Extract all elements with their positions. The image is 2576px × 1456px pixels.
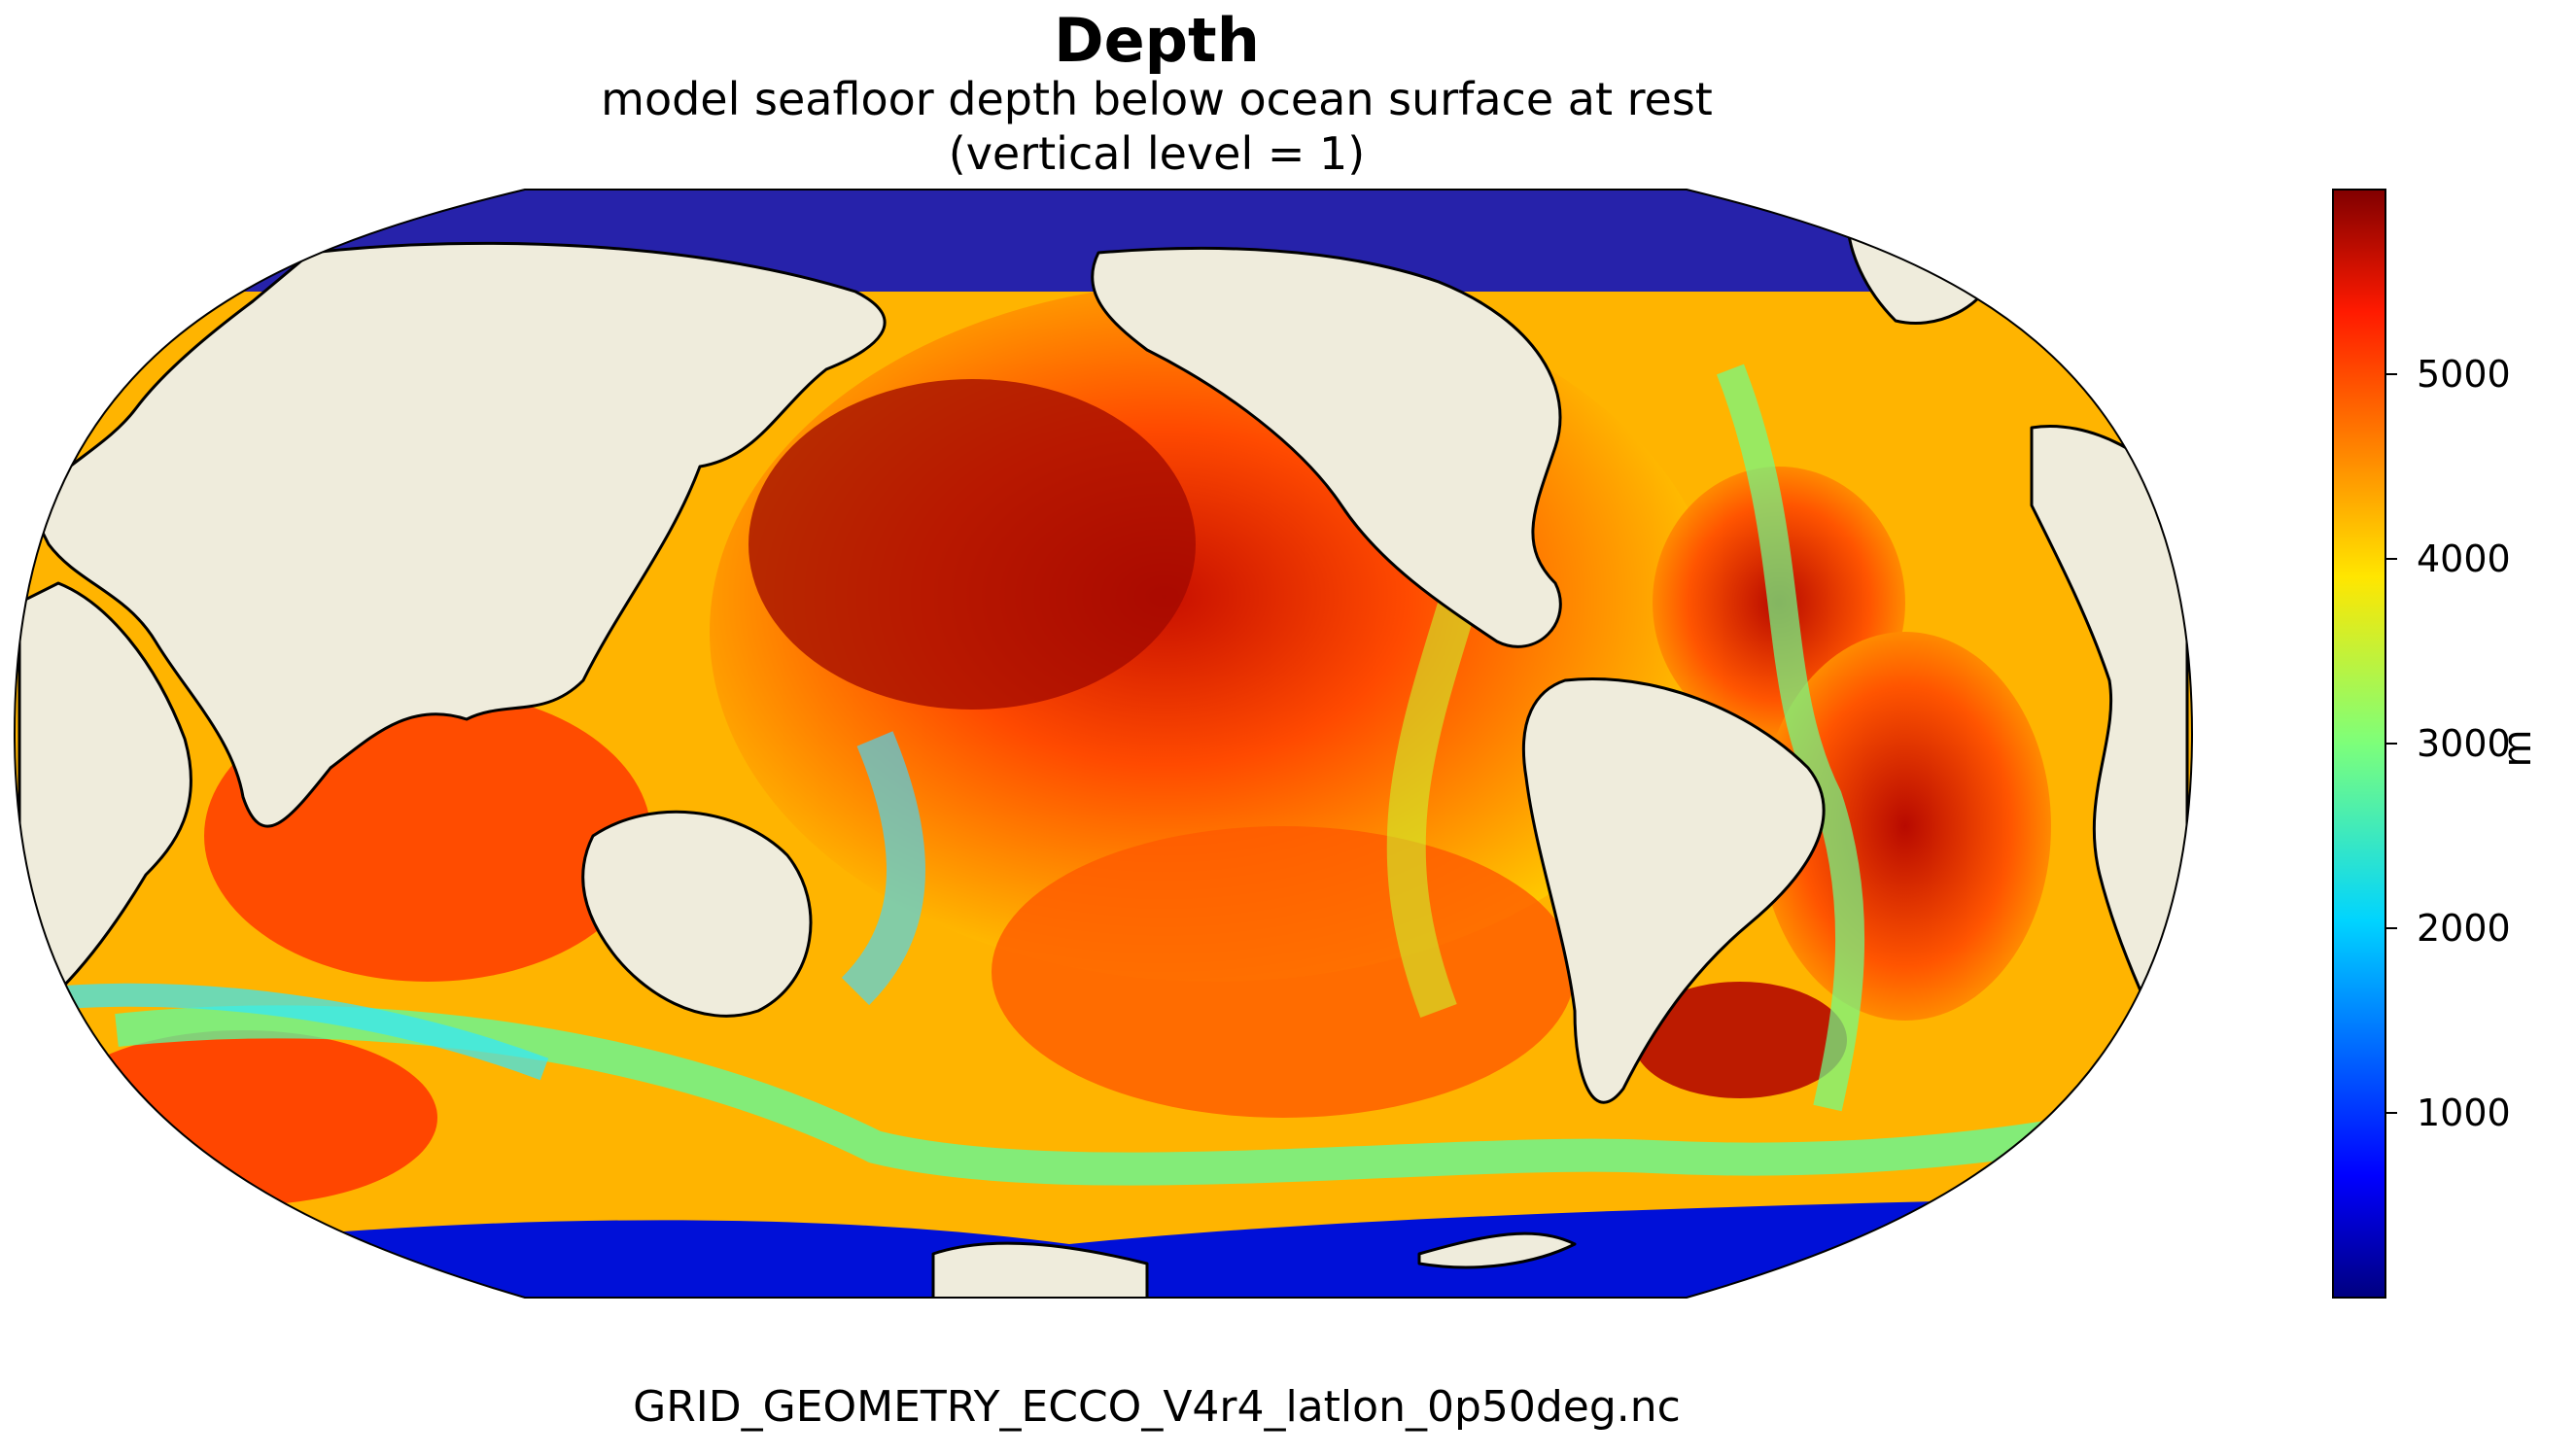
map-subtitle: model seafloor depth below ocean surface…: [0, 72, 2314, 181]
south-atlantic-basin: [1759, 632, 2051, 1021]
east-pacific-rise: [1386, 597, 1478, 1019]
colorbar-tick-label: 4000: [2417, 537, 2511, 580]
southwest-indian-ridge: [17, 983, 549, 1081]
africa-east-landmass: [17, 581, 192, 1013]
antarctic-peninsula-landmass: [1417, 1231, 1577, 1269]
south-america-landmass: [1521, 676, 1826, 1104]
colorbar-gradient: [2332, 189, 2386, 1299]
argentine-basin: [1633, 982, 1847, 1098]
colorbar-unit-label: m: [2495, 729, 2540, 768]
southern-ocean-ridge: [115, 1005, 2192, 1186]
tasman-shelf: [841, 731, 925, 1006]
source-file-label: GRID_GEOMETRY_ECCO_V4r4_latlon_0p50deg.n…: [633, 1382, 1681, 1432]
mid-atlantic-ridge: [1717, 364, 1865, 1112]
colorbar-tick-label: 1000: [2417, 1092, 2511, 1134]
colorbar-tick-label: 2000: [2417, 907, 2511, 950]
north-america-landmass: [1091, 246, 1562, 648]
colorbar-ticks: [2385, 373, 2397, 1114]
northwest-pacific-deep: [748, 379, 1196, 710]
map-title: Depth: [1054, 5, 1260, 76]
colorbar-tick-label: 3000: [2417, 722, 2511, 765]
subtitle-line-1: model seafloor depth below ocean surface…: [601, 73, 1713, 125]
colorbar: [2332, 189, 2397, 1299]
map-boundary: [13, 189, 2194, 1299]
colorbar-tick-label: 5000: [2417, 353, 2511, 396]
south-pacific-basin: [992, 826, 1575, 1118]
australia-landmass: [581, 810, 813, 1018]
antarctica-landmass: [931, 1241, 1149, 1298]
subtitle-line-2: (vertical level = 1): [948, 127, 1366, 180]
